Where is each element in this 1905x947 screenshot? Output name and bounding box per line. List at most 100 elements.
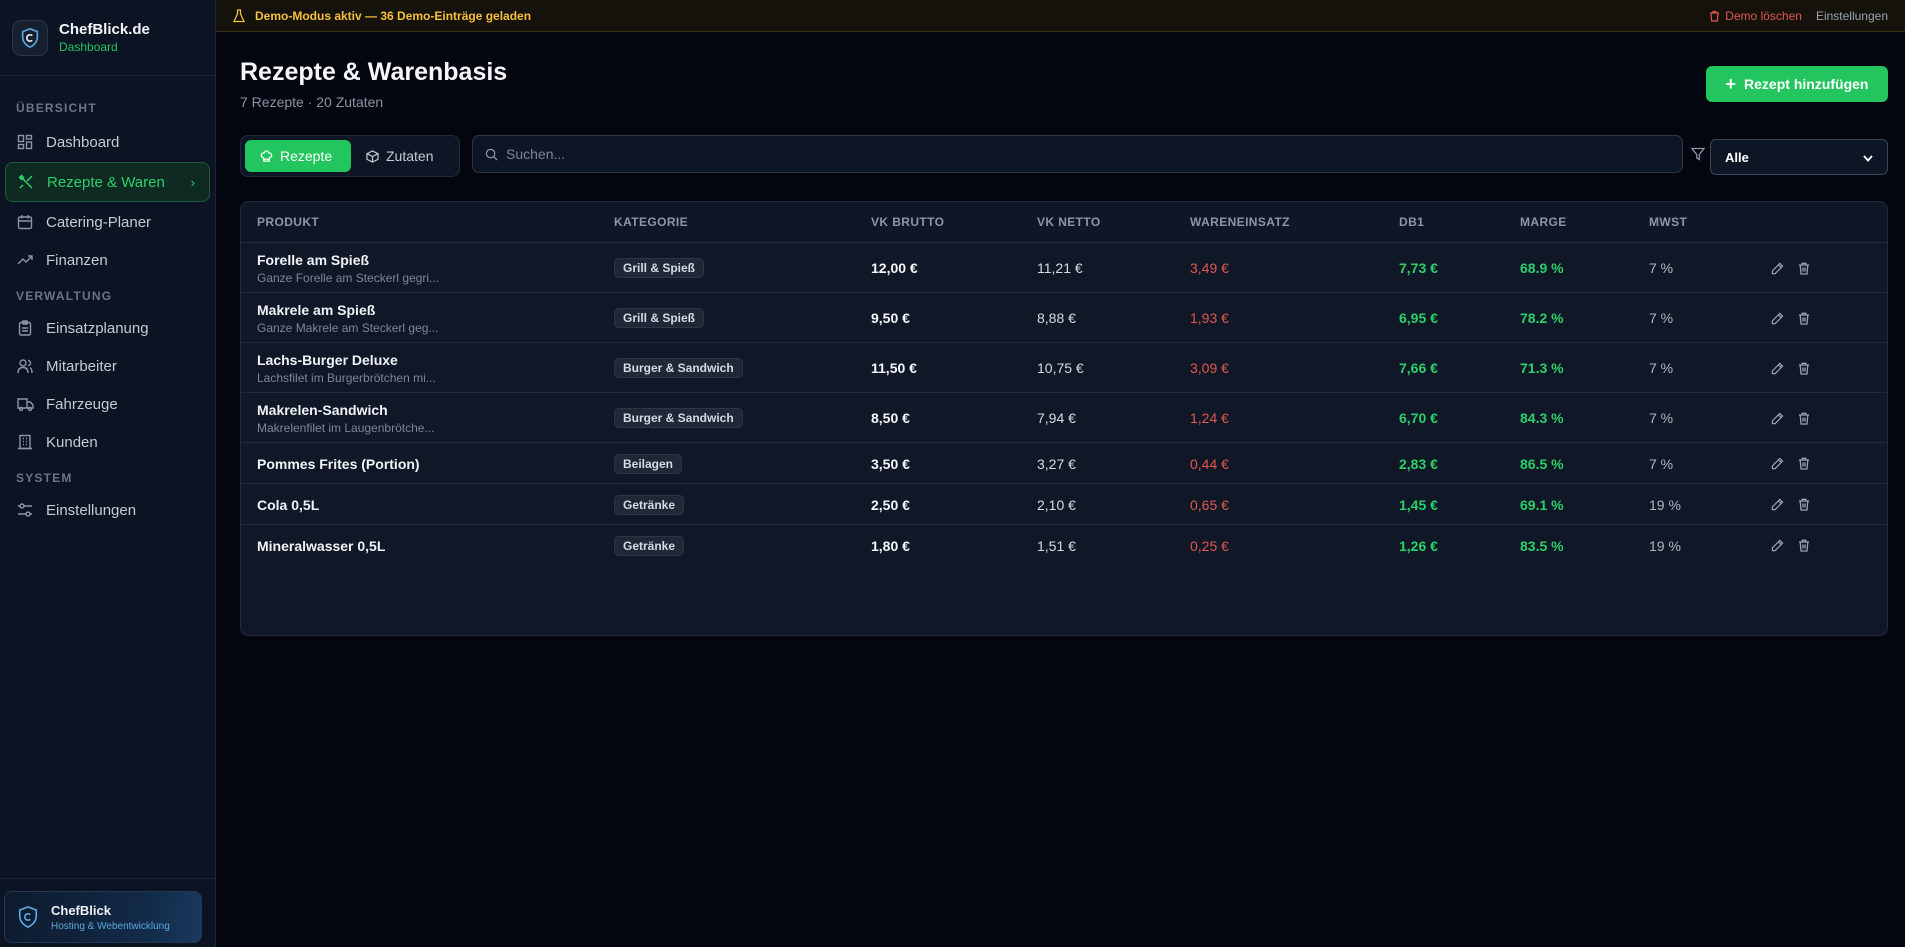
vk-brutto-value: 9,50 € — [871, 310, 910, 326]
trash-icon[interactable] — [1798, 362, 1810, 375]
edit-icon[interactable] — [1771, 498, 1784, 511]
vk-brutto-value: 1,80 € — [871, 537, 910, 554]
brand-name: ChefBlick.de — [59, 20, 150, 38]
product-description: Lachsfilet im Burgerbrötchen mi... — [257, 370, 436, 385]
col-kategorie[interactable]: KATEGORIE — [614, 215, 689, 229]
mwst-value: 19 % — [1649, 496, 1681, 513]
sidebar-item-label: Einstellungen — [46, 501, 137, 519]
col-vk-netto[interactable]: VK NETTO — [1037, 215, 1101, 229]
sidebar: ChefBlick.de Dashboard ÜBERSICHT Dashboa… — [0, 0, 216, 947]
trash-icon — [1709, 10, 1720, 22]
edit-icon[interactable] — [1771, 362, 1784, 375]
table-row[interactable]: Makrele am Spieß Ganze Makrele am Stecke… — [241, 293, 1887, 343]
trash-icon[interactable] — [1798, 262, 1810, 275]
select-value: Alle — [1725, 149, 1749, 165]
col-vk-brutto[interactable]: VK BRUTTO — [871, 215, 945, 229]
sidebar-item-catering[interactable]: Catering-Planer — [5, 204, 210, 240]
sidebar-item-finanzen[interactable]: Finanzen — [5, 242, 210, 278]
db1-value: 7,73 € — [1399, 260, 1438, 276]
wareneinsatz-value: 0,44 € — [1190, 455, 1229, 472]
product-name: Makrelen-Sandwich — [257, 401, 388, 418]
table-row[interactable]: Forelle am Spieß Ganze Forelle am Stecke… — [241, 243, 1887, 293]
recipes-table: PRODUKT KATEGORIE VK BRUTTO VK NETTO WAR… — [240, 201, 1888, 636]
footer-subtitle: Hosting & Webentwicklung — [51, 920, 170, 932]
category-badge: Burger & Sandwich — [614, 408, 743, 428]
sidebar-item-rezepte[interactable]: Rezepte & Waren › — [5, 162, 210, 202]
edit-icon[interactable] — [1771, 457, 1784, 470]
nav-section-uebersicht: ÜBERSICHT — [16, 101, 97, 115]
col-produkt[interactable]: PRODUKT — [257, 215, 320, 229]
product-name: Forelle am Spieß — [257, 251, 370, 268]
category-filter-select[interactable]: Alle — [1710, 139, 1888, 175]
col-db1[interactable]: DB1 — [1399, 215, 1425, 229]
table-row[interactable]: Makrelen-Sandwich Makrelenfilet im Lauge… — [241, 393, 1887, 443]
chef-hat-icon — [260, 149, 273, 163]
trend-icon — [16, 251, 34, 269]
shield-icon — [17, 905, 39, 929]
search-input[interactable] — [506, 146, 1670, 162]
sidebar-item-einstellungen[interactable]: Einstellungen — [5, 492, 210, 528]
brand[interactable]: ChefBlick.de Dashboard — [0, 0, 215, 76]
sidebar-item-einsatzplanung[interactable]: Einsatzplanung — [5, 310, 210, 346]
edit-icon[interactable] — [1771, 312, 1784, 325]
product-name: Lachs-Burger Deluxe — [257, 351, 398, 368]
edit-icon[interactable] — [1771, 262, 1784, 275]
utensils-icon — [17, 173, 35, 191]
col-marge[interactable]: MARGE — [1520, 215, 1567, 229]
edit-icon[interactable] — [1771, 539, 1784, 552]
marge-value: 83.5 % — [1520, 537, 1564, 554]
edit-icon[interactable] — [1771, 412, 1784, 425]
db1-value: 6,95 € — [1399, 310, 1438, 326]
tab-rezepte[interactable]: Rezepte — [245, 140, 351, 172]
nav-section-system: SYSTEM — [16, 471, 73, 485]
table-row[interactable]: Cola 0,5L Getränke 2,50 € 2,10 € 0,65 € … — [241, 484, 1887, 525]
vk-netto-value: 11,21 € — [1037, 260, 1083, 276]
demo-delete-button[interactable]: Demo löschen — [1709, 9, 1802, 23]
table-row[interactable]: Pommes Frites (Portion) Beilagen 3,50 € … — [241, 443, 1887, 484]
db1-value: 7,66 € — [1399, 360, 1438, 376]
trash-icon[interactable] — [1798, 412, 1810, 425]
footer-title: ChefBlick — [51, 902, 111, 918]
sidebar-item-mitarbeiter[interactable]: Mitarbeiter — [5, 348, 210, 384]
mwst-value: 7 % — [1649, 455, 1674, 472]
tab-zutaten[interactable]: Zutaten — [351, 140, 448, 172]
sidebar-item-kunden[interactable]: Kunden — [5, 424, 210, 460]
filter-icon — [1690, 147, 1706, 166]
marge-value: 78.2 % — [1520, 310, 1564, 326]
brand-subtitle: Dashboard — [59, 39, 118, 54]
sidebar-item-fahrzeuge[interactable]: Fahrzeuge — [5, 386, 210, 422]
table-row[interactable]: Lachs-Burger Deluxe Lachsfilet im Burger… — [241, 343, 1887, 393]
category-badge: Burger & Sandwich — [614, 358, 743, 378]
add-recipe-button[interactable]: + Rezept hinzufügen — [1706, 66, 1888, 102]
col-wareneinsatz[interactable]: WARENEINSATZ — [1190, 215, 1290, 229]
vk-netto-value: 3,27 € — [1037, 455, 1076, 472]
nav-section-verwaltung: VERWALTUNG — [16, 289, 113, 303]
sliders-icon — [16, 501, 34, 519]
plus-icon: + — [1725, 74, 1737, 94]
wareneinsatz-value: 3,49 € — [1190, 260, 1229, 276]
tab-label: Rezepte — [280, 148, 333, 164]
table-row[interactable]: Mineralwasser 0,5L Getränke 1,80 € 1,51 … — [241, 525, 1887, 566]
sidebar-item-label: Catering-Planer — [46, 213, 152, 231]
demo-settings-link[interactable]: Einstellungen — [1815, 8, 1888, 23]
page-subtitle: 7 Rezepte · 20 Zutaten — [240, 94, 384, 110]
marge-value: 86.5 % — [1520, 455, 1564, 472]
shield-logo-icon — [12, 19, 48, 56]
col-mwst[interactable]: MWST — [1649, 215, 1688, 229]
trash-icon[interactable] — [1798, 498, 1810, 511]
product-name: Makrele am Spieß — [257, 301, 376, 318]
box-icon — [366, 149, 379, 163]
demo-message: Demo-Modus aktiv — 36 Demo-Einträge gela… — [255, 8, 532, 23]
trash-icon[interactable] — [1798, 457, 1810, 470]
vk-netto-value: 10,75 € — [1037, 360, 1084, 376]
vk-brutto-value: 8,50 € — [871, 410, 910, 426]
vk-brutto-value: 3,50 € — [871, 455, 910, 472]
view-tabs: Rezepte Zutaten — [240, 135, 460, 177]
sidebar-item-dashboard[interactable]: Dashboard — [5, 124, 210, 160]
sidebar-footer-brand[interactable]: ChefBlick Hosting & Webentwicklung — [4, 891, 202, 943]
calendar-icon — [16, 213, 34, 231]
building-icon — [16, 433, 34, 451]
trash-icon[interactable] — [1798, 539, 1810, 552]
mwst-value: 7 % — [1649, 310, 1674, 326]
trash-icon[interactable] — [1798, 312, 1810, 325]
